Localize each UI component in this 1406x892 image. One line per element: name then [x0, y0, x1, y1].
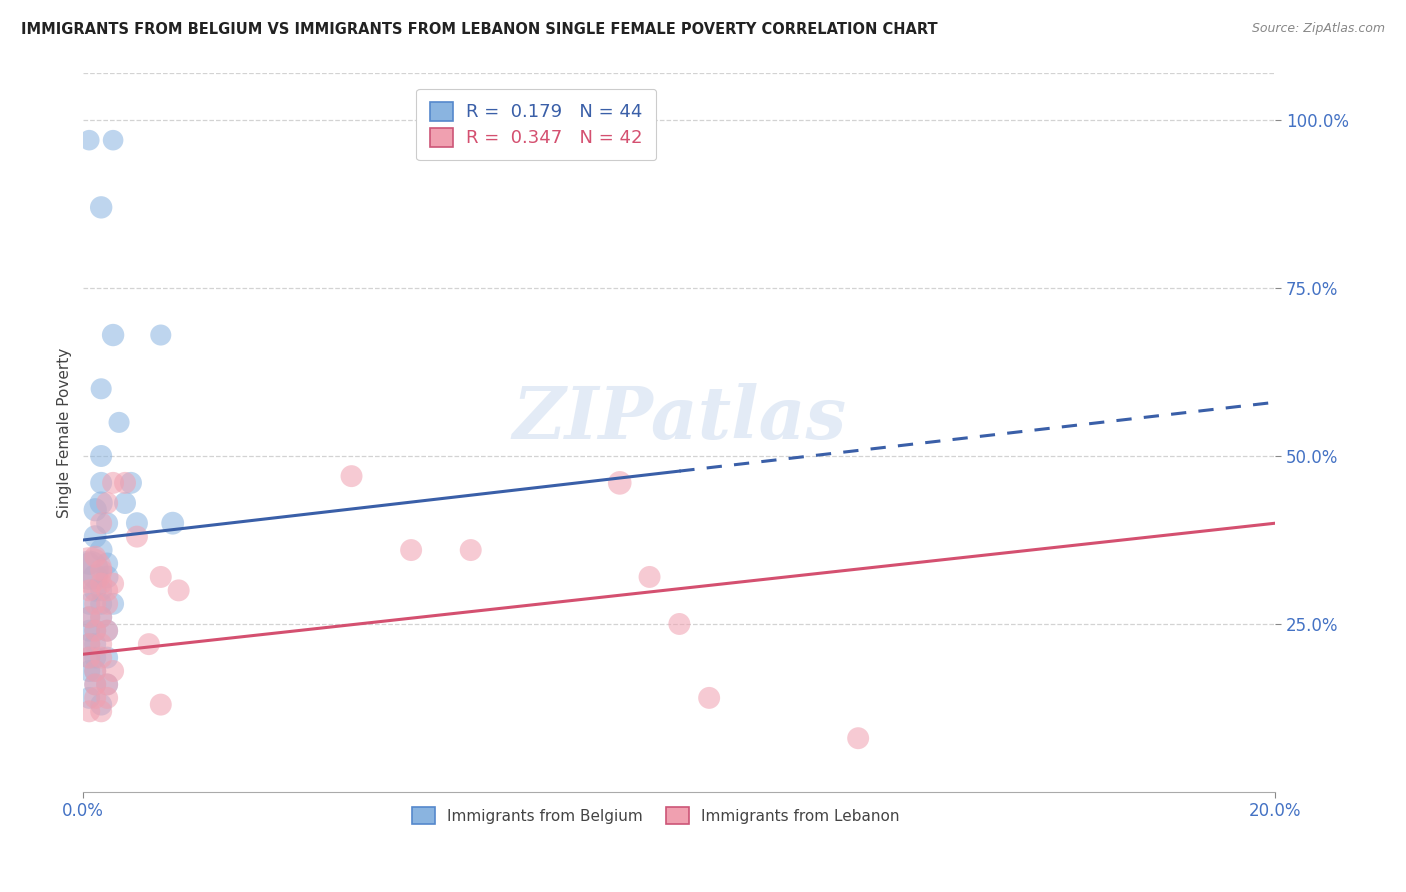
Point: [149, 328, 172, 343]
Point: [84, 637, 107, 651]
Point: [90, 597, 112, 611]
Point: [96, 570, 118, 584]
Point: [84, 677, 107, 691]
Point: [101, 576, 124, 591]
Point: [101, 664, 124, 678]
Point: [90, 637, 112, 651]
Point: [96, 650, 118, 665]
Point: [668, 617, 690, 632]
Text: Source: ZipAtlas.com: Source: ZipAtlas.com: [1251, 22, 1385, 36]
Point: [101, 133, 124, 147]
Point: [90, 704, 112, 718]
Point: [96, 557, 118, 571]
Point: [84, 624, 107, 638]
Point: [96, 677, 118, 691]
Point: [90, 516, 112, 531]
Point: [638, 570, 661, 584]
Point: [77, 563, 100, 577]
Point: [84, 570, 107, 584]
Point: [77, 563, 100, 577]
Point: [149, 698, 172, 712]
Point: [138, 637, 160, 651]
Point: [90, 496, 112, 510]
Point: [77, 597, 100, 611]
Point: [90, 382, 112, 396]
Point: [90, 475, 112, 490]
Point: [90, 610, 112, 624]
Point: [96, 597, 118, 611]
Point: [114, 496, 136, 510]
Point: [120, 475, 142, 490]
Point: [84, 549, 107, 564]
Point: [90, 610, 112, 624]
Point: [77, 637, 100, 651]
Point: [77, 690, 100, 705]
Point: [77, 650, 100, 665]
Point: [90, 449, 112, 463]
Point: [84, 624, 107, 638]
Point: [108, 416, 131, 430]
Point: [609, 475, 631, 490]
Point: [77, 610, 100, 624]
Point: [77, 133, 100, 147]
Point: [84, 664, 107, 678]
Point: [77, 557, 100, 571]
Point: [90, 543, 112, 558]
Point: [96, 516, 118, 531]
Point: [846, 731, 869, 746]
Point: [84, 530, 107, 544]
Point: [84, 690, 107, 705]
Point: [77, 583, 100, 598]
Point: [167, 583, 190, 598]
Point: [84, 664, 107, 678]
Point: [90, 698, 112, 712]
Point: [84, 502, 107, 516]
Point: [90, 650, 112, 665]
Point: [125, 516, 148, 531]
Legend: Immigrants from Belgium, Immigrants from Lebanon: Immigrants from Belgium, Immigrants from…: [401, 797, 910, 835]
Point: [84, 677, 107, 691]
Point: [149, 570, 172, 584]
Point: [101, 475, 124, 490]
Point: [77, 664, 100, 678]
Point: [96, 496, 118, 510]
Point: [125, 530, 148, 544]
Y-axis label: Single Female Poverty: Single Female Poverty: [58, 347, 72, 517]
Point: [84, 650, 107, 665]
Point: [84, 583, 107, 598]
Point: [77, 704, 100, 718]
Point: [96, 583, 118, 598]
Point: [101, 328, 124, 343]
Point: [460, 543, 482, 558]
Point: [96, 624, 118, 638]
Point: [90, 576, 112, 591]
Point: [77, 610, 100, 624]
Point: [84, 597, 107, 611]
Point: [399, 543, 422, 558]
Point: [96, 677, 118, 691]
Point: [96, 624, 118, 638]
Point: [90, 200, 112, 214]
Point: [77, 624, 100, 638]
Point: [101, 597, 124, 611]
Point: [162, 516, 184, 531]
Point: [114, 475, 136, 490]
Point: [77, 650, 100, 665]
Point: [697, 690, 720, 705]
Point: [96, 690, 118, 705]
Point: [90, 583, 112, 598]
Point: [340, 469, 363, 483]
Text: ZIPatlas: ZIPatlas: [512, 383, 846, 454]
Point: [90, 563, 112, 577]
Point: [77, 637, 100, 651]
Text: IMMIGRANTS FROM BELGIUM VS IMMIGRANTS FROM LEBANON SINGLE FEMALE POVERTY CORRELA: IMMIGRANTS FROM BELGIUM VS IMMIGRANTS FR…: [21, 22, 938, 37]
